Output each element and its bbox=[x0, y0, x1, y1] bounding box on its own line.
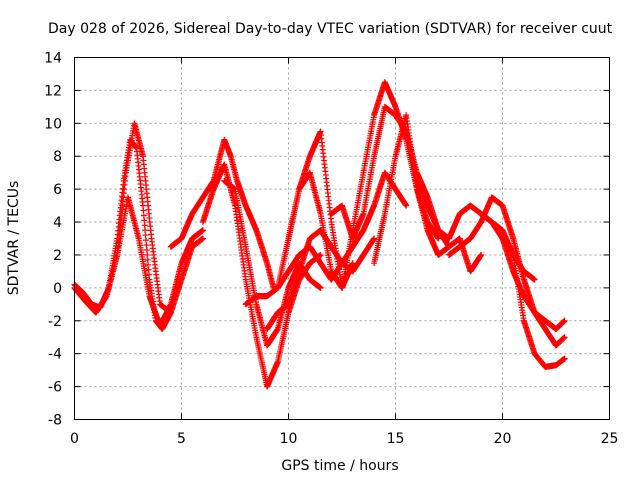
grid bbox=[74, 57, 610, 420]
y-tick-label: 8 bbox=[53, 149, 62, 165]
x-tick-label: 20 bbox=[494, 431, 512, 447]
series-sat-n bbox=[446, 194, 568, 349]
y-tick-labels: -8 -6 -4 -2 0 2 4 6 8 10 12 14 bbox=[44, 51, 62, 429]
y-tick-label: -4 bbox=[48, 347, 62, 363]
y-axis-label: SDTVAR / TECUs bbox=[6, 181, 22, 296]
x-tick-label: 25 bbox=[601, 431, 619, 447]
series-sat-f bbox=[221, 177, 324, 349]
y-tick-label: 2 bbox=[53, 248, 62, 264]
y-tick-label: -2 bbox=[48, 314, 62, 330]
data-point bbox=[478, 251, 485, 258]
y-tick-label: 0 bbox=[53, 281, 62, 297]
x-tick-labels: 0 5 10 15 20 25 bbox=[70, 431, 618, 447]
data-point bbox=[199, 227, 206, 234]
x-tick-label: 5 bbox=[177, 431, 186, 447]
series-sat-i bbox=[274, 169, 410, 291]
y-tick-label: 6 bbox=[53, 182, 62, 198]
x-axis-label: GPS time / hours bbox=[281, 458, 398, 474]
data-point bbox=[371, 235, 378, 242]
y-tick-label: 12 bbox=[44, 83, 62, 99]
x-tick-label: 0 bbox=[70, 431, 79, 447]
series-sat-l bbox=[371, 112, 485, 275]
plot-frame bbox=[74, 57, 610, 420]
y-tick-label: 10 bbox=[44, 116, 62, 132]
x-tick-label: 15 bbox=[387, 431, 405, 447]
x-tick-label: 10 bbox=[280, 431, 298, 447]
data-point bbox=[349, 260, 356, 267]
data-point bbox=[561, 355, 568, 362]
data-point bbox=[317, 284, 324, 291]
y-tick-label: -6 bbox=[48, 380, 62, 396]
series-sat-h bbox=[264, 227, 378, 332]
data-point bbox=[403, 202, 410, 209]
series-sat-c bbox=[114, 120, 206, 316]
data-point bbox=[561, 334, 568, 341]
chart-title: Day 028 of 2026, Sidereal Day-to-day VTE… bbox=[48, 21, 613, 37]
series-sat-p bbox=[499, 235, 568, 332]
data-point bbox=[199, 235, 206, 242]
data-points bbox=[71, 79, 568, 390]
data-point bbox=[561, 317, 568, 324]
y-tick-label: 4 bbox=[53, 215, 62, 231]
axis-ticks bbox=[74, 57, 610, 420]
y-tick-label: 14 bbox=[44, 51, 62, 67]
data-point bbox=[531, 276, 538, 283]
series-sat-d bbox=[167, 136, 277, 291]
y-tick-label: -8 bbox=[48, 413, 62, 429]
data-point bbox=[435, 235, 442, 242]
data-point bbox=[317, 251, 324, 258]
